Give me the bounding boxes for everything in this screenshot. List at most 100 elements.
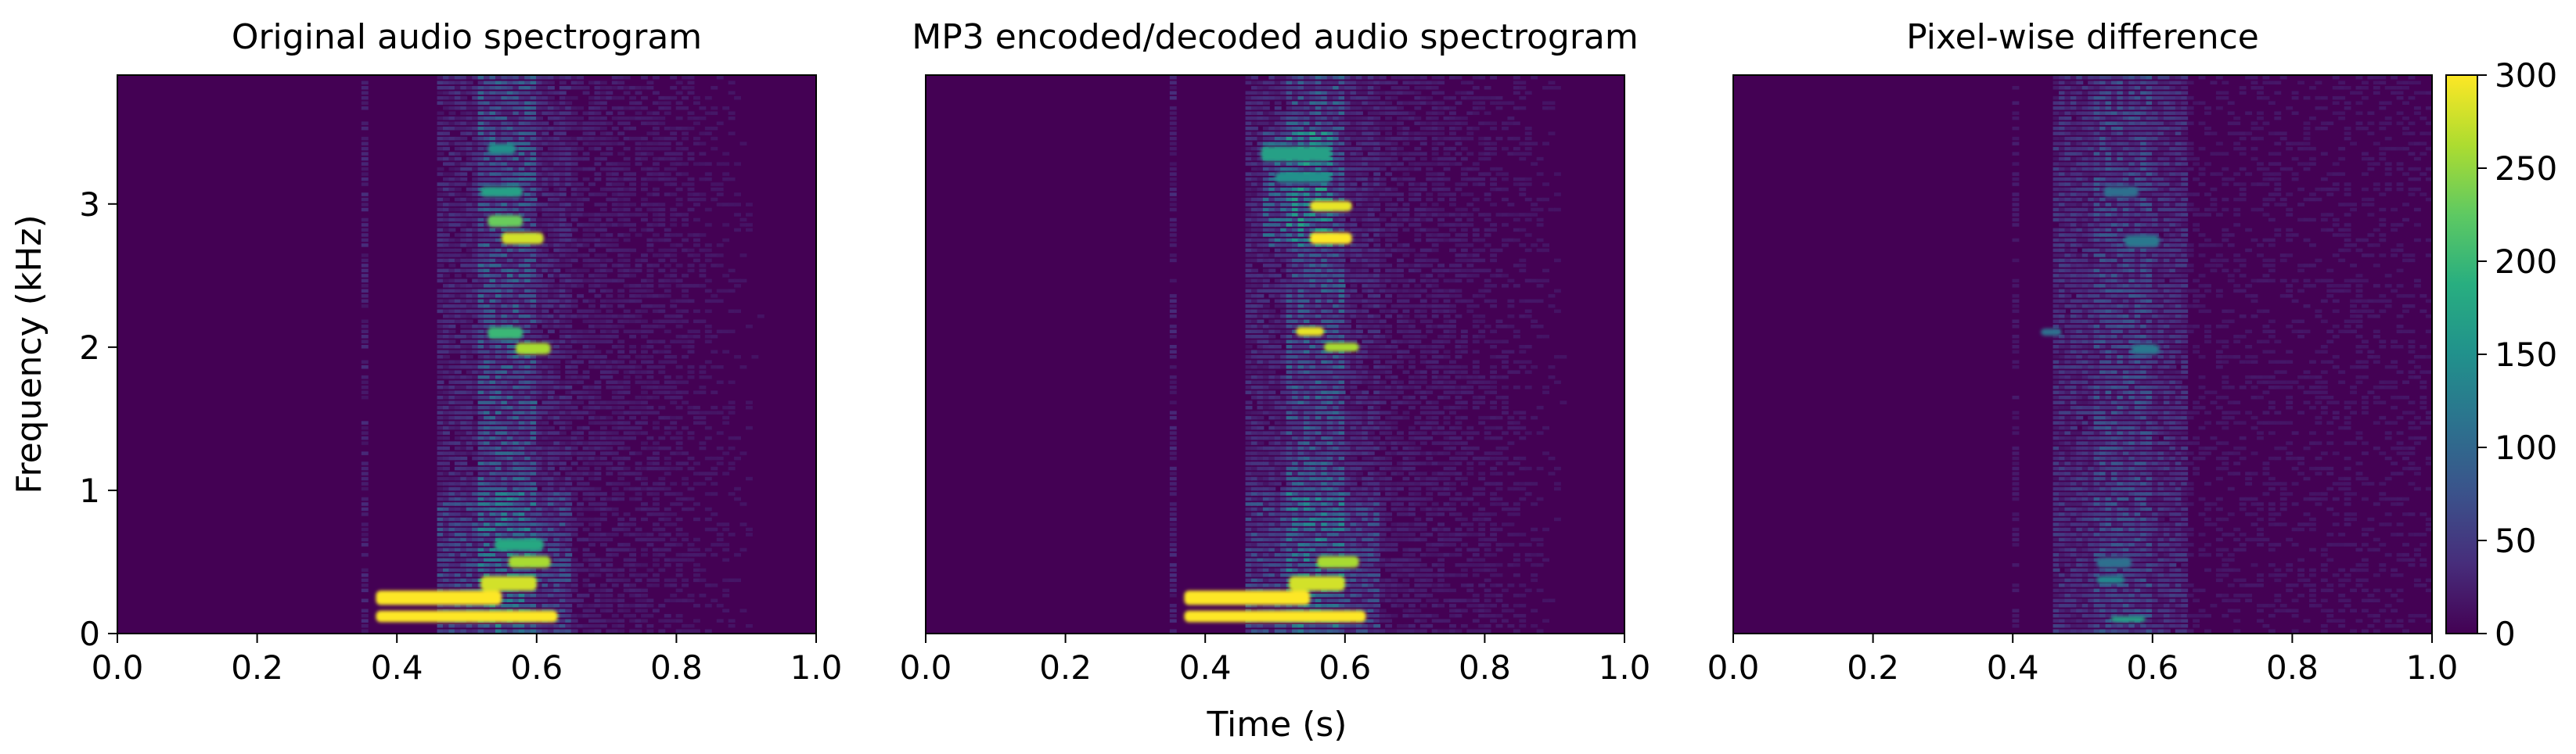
heatmap-cell (448, 207, 456, 212)
heatmap-cell (617, 446, 625, 451)
heatmap-cell (466, 415, 473, 420)
heatmap-cell (570, 629, 578, 634)
heatmap-cell (652, 91, 660, 95)
heatmap-cell (1274, 248, 1282, 253)
heatmap-cell (1245, 264, 1253, 267)
heatmap-cell (1274, 289, 1282, 293)
heatmap-cell (541, 203, 549, 206)
heatmap-cell (1274, 568, 1282, 573)
heatmap-cell (675, 502, 683, 506)
heatmap-cell (1268, 95, 1276, 100)
heatmap-cell (466, 146, 473, 151)
heatmap-cell (1280, 563, 1288, 567)
heatmap-cell (460, 253, 468, 257)
heatmap-cell (1280, 573, 1288, 577)
heatmap-cell (682, 131, 689, 135)
heatmap-cell (506, 264, 514, 267)
heatmap-cell (570, 284, 578, 288)
heatmap-cell (611, 172, 619, 176)
heatmap-cell (501, 101, 509, 105)
heatmap-cell (541, 172, 549, 176)
heatmap-cell (495, 314, 502, 318)
heatmap-cell (1268, 512, 1276, 516)
heatmap-cell (448, 558, 456, 562)
spectrogram-feature (480, 576, 537, 591)
heatmap-cell (565, 228, 573, 232)
heatmap-cell (501, 492, 509, 496)
heatmap-cell (1250, 623, 1258, 628)
heatmap-cell (646, 85, 654, 90)
heatmap-cell (577, 207, 585, 212)
heatmap-cell (623, 604, 631, 608)
heatmap-cell (1245, 228, 1253, 232)
heatmap-cell (687, 116, 695, 120)
heatmap-cell (577, 390, 585, 394)
heatmap-cell (588, 431, 595, 435)
heatmap-cell (617, 182, 625, 186)
heatmap-cell (577, 274, 585, 278)
heatmap-cell (646, 146, 654, 151)
heatmap-cell (460, 350, 468, 354)
heatmap-cell (670, 156, 678, 161)
heatmap-cell (570, 314, 578, 318)
heatmap-cell (472, 95, 480, 100)
heatmap-cell (448, 497, 456, 501)
heatmap-cell (501, 81, 509, 85)
heatmap-cell (594, 81, 602, 85)
heatmap-cell (559, 578, 567, 583)
heatmap-cell (442, 431, 450, 435)
heatmap-cell (547, 360, 555, 364)
heatmap-cell (682, 248, 689, 253)
heatmap-cell (658, 436, 666, 440)
heatmap-cell (1262, 278, 1270, 283)
heatmap-cell (448, 623, 456, 628)
heatmap-cell (1268, 415, 1276, 420)
heatmap-cell (577, 85, 585, 90)
heatmap-cell (518, 131, 526, 135)
heatmap-cell (506, 172, 514, 176)
heatmap-cell (437, 203, 444, 206)
heatmap-cell (547, 152, 555, 156)
heatmap-cell (1280, 329, 1288, 334)
heatmap-cell (506, 517, 514, 522)
heatmap-cell (728, 116, 736, 120)
heatmap-cell (570, 522, 578, 526)
heatmap-cell (687, 370, 695, 374)
heatmap-cell (541, 278, 549, 283)
heatmap-cell (454, 492, 462, 496)
heatmap-cell (599, 370, 607, 374)
heatmap-cell (530, 441, 538, 445)
heatmap-cell (664, 533, 671, 537)
heatmap-cell (664, 487, 671, 491)
heatmap-cell (623, 238, 631, 242)
heatmap-cell (652, 492, 660, 496)
heatmap-cell (1169, 604, 1177, 608)
heatmap-cell (513, 314, 520, 318)
heatmap-cell (599, 354, 607, 359)
heatmap-cell (739, 223, 747, 227)
x-tick-label: 0.4 (371, 648, 423, 687)
heatmap-cell (466, 482, 473, 486)
heatmap-cell (466, 314, 473, 318)
heatmap-cell (472, 156, 480, 161)
heatmap-cell (484, 172, 491, 176)
heatmap-cell (582, 156, 590, 161)
heatmap-cell (594, 213, 602, 217)
heatmap-cell (466, 502, 473, 506)
heatmap-cell (635, 156, 642, 161)
heatmap-cell (1268, 354, 1276, 359)
heatmap-cell (1262, 573, 1270, 577)
heatmap-cell (559, 421, 567, 425)
heatmap-cell (617, 395, 625, 400)
heatmap-cell (687, 411, 695, 415)
heatmap-cell (1245, 253, 1253, 257)
heatmap-cell (524, 522, 532, 526)
heatmap-cell (1169, 436, 1177, 440)
heatmap-cell (617, 527, 625, 532)
heatmap-cell (513, 400, 520, 404)
heatmap-cell (1262, 162, 1270, 166)
heatmap-cell (437, 543, 444, 547)
heatmap-cell (501, 243, 509, 247)
heatmap-cell (582, 629, 590, 634)
heatmap-cell (472, 431, 480, 435)
